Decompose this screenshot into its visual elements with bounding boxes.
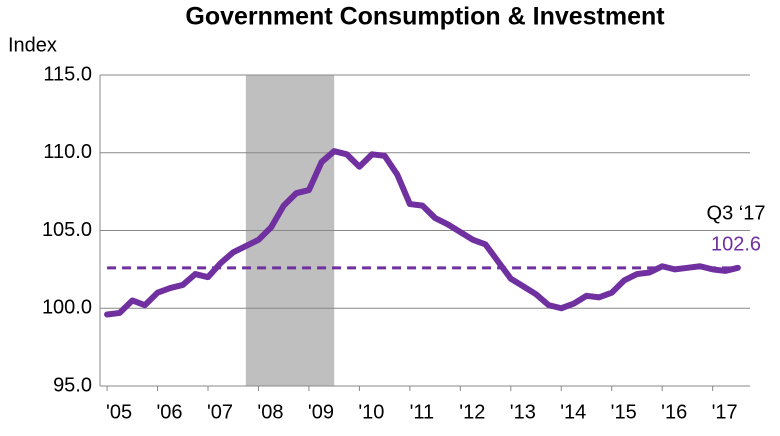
y-tick-label: 115.0 — [43, 63, 92, 85]
x-tick-label: '15 — [611, 401, 637, 423]
y-tick-label: 100.0 — [42, 297, 92, 319]
y-axis-label: Index — [8, 34, 57, 56]
x-tick-label: '06 — [156, 401, 182, 423]
x-tick-label: '05 — [106, 401, 132, 423]
x-tick-label: '17 — [712, 401, 738, 423]
x-tick-label: '10 — [358, 401, 384, 423]
x-tick-label: '16 — [661, 401, 687, 423]
x-tick-label: '07 — [207, 401, 233, 423]
x-tick-label: '14 — [560, 401, 586, 423]
series-line — [104, 148, 741, 318]
y-tick-label: 110.0 — [43, 141, 92, 163]
x-tick-label: '09 — [308, 401, 334, 423]
x-tick-label: '11 — [410, 401, 435, 423]
x-tick-label: '12 — [459, 401, 485, 423]
y-tick-label: 95.0 — [53, 374, 92, 396]
x-tick-label: '08 — [257, 401, 283, 423]
chart-title: Government Consumption & Investment — [185, 3, 665, 31]
annotation-value: 102.6 — [711, 233, 761, 255]
x-tick-label: '13 — [510, 401, 536, 423]
annotation-title: Q3 ‘17 — [707, 202, 766, 224]
y-tick-label: 105.0 — [42, 219, 92, 241]
